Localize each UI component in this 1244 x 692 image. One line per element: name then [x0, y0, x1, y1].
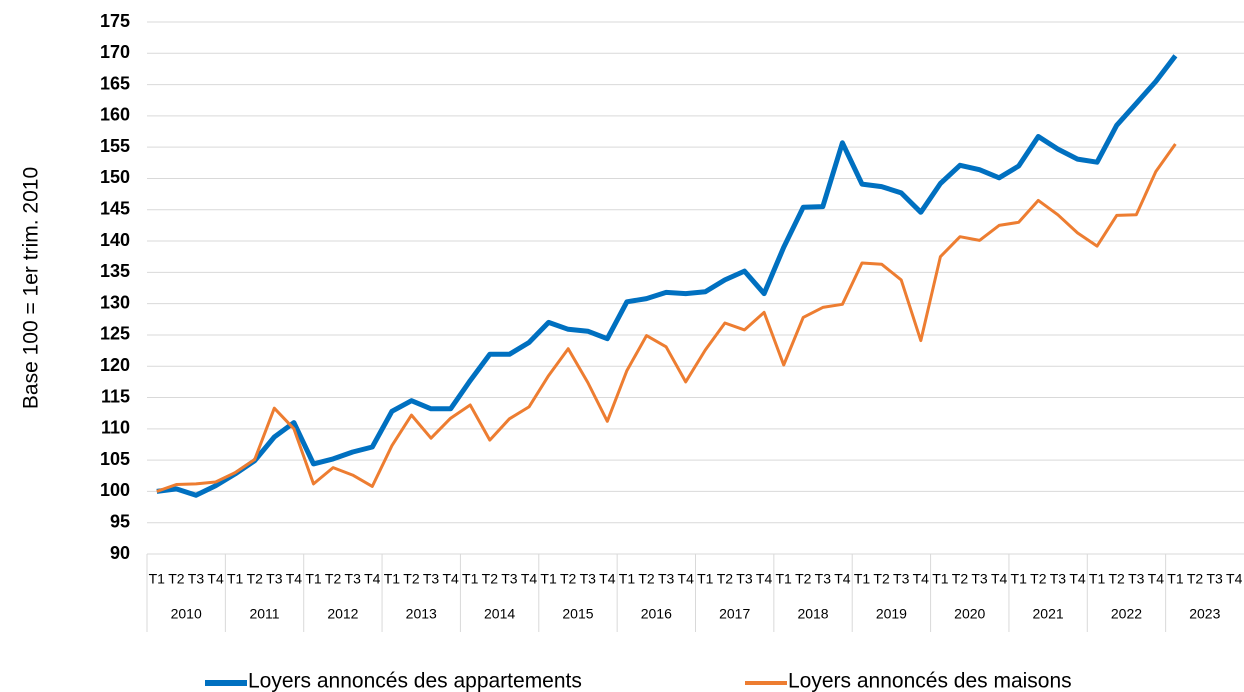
x-tick-label: T4: [678, 571, 695, 587]
x-tick-label: T4: [599, 571, 616, 587]
x-tick-label: T2: [795, 571, 812, 587]
series-line: [156, 54, 1178, 498]
x-tick-label: T4: [1148, 571, 1165, 587]
y-tick-label: 160: [100, 105, 130, 125]
x-tick-label: T2: [638, 571, 655, 587]
x-tick-label: T2: [168, 571, 185, 587]
y-tick-label: 130: [100, 292, 130, 312]
x-tick-label: T2: [403, 571, 420, 587]
x-tick-label: T3: [815, 571, 832, 587]
x-tick-label: T4: [364, 571, 381, 587]
y-tick-label: 125: [100, 324, 130, 344]
year-label: 2023: [1189, 606, 1220, 622]
x-tick-label: T4: [286, 571, 303, 587]
x-tick-label: T4: [834, 571, 851, 587]
x-tick-label: T3: [266, 571, 283, 587]
x-tick-label: T3: [971, 571, 988, 587]
year-label: 2017: [719, 606, 750, 622]
x-tick-label: T3: [736, 571, 753, 587]
x-tick-label: T2: [1108, 571, 1125, 587]
x-tick-label: T3: [1050, 571, 1067, 587]
year-label: 2016: [641, 606, 672, 622]
x-tick-label: T2: [1187, 571, 1204, 587]
x-tick-label: T2: [952, 571, 969, 587]
x-tick-label: T4: [756, 571, 773, 587]
y-tick-label: 165: [100, 73, 130, 93]
x-tick-label: T1: [619, 571, 636, 587]
x-tick-label: T1: [384, 571, 401, 587]
y-tick-label: 95: [110, 511, 130, 531]
x-tick-label: T1: [932, 571, 949, 587]
x-tick-label: T2: [717, 571, 734, 587]
y-tick-label: 115: [101, 386, 130, 406]
x-tick-label: T1: [1089, 571, 1106, 587]
x-tick-label: T4: [521, 571, 538, 587]
y-tick-label: 170: [100, 42, 130, 62]
y-axis-label: Base 100 = 1er trim. 2010: [20, 167, 43, 409]
year-label: 2021: [1033, 606, 1064, 622]
y-tick-label: 150: [100, 167, 130, 187]
x-tick-label: T1: [227, 571, 244, 587]
x-tick-label: T4: [913, 571, 930, 587]
year-label: 2018: [797, 606, 828, 622]
x-tick-label: T1: [1011, 571, 1028, 587]
year-label: 2013: [406, 606, 437, 622]
y-tick-label: 155: [100, 136, 130, 156]
year-label: 2019: [876, 606, 907, 622]
x-tick-label: T1: [149, 571, 166, 587]
x-tick-label: T2: [247, 571, 264, 587]
y-tick-label: 120: [100, 355, 130, 375]
x-tick-label: T3: [423, 571, 440, 587]
x-tick-label: T1: [854, 571, 871, 587]
year-label: 2011: [249, 606, 279, 622]
x-tick-label: T4: [1069, 571, 1086, 587]
y-tick-label: 145: [100, 199, 130, 219]
year-label: 2015: [562, 606, 593, 622]
x-tick-label: T4: [442, 571, 459, 587]
year-label: 2014: [484, 606, 515, 622]
x-tick-label: T4: [207, 571, 224, 587]
y-tick-label: 140: [100, 230, 130, 250]
x-tick-label: T3: [580, 571, 597, 587]
y-tick-label: 135: [100, 261, 130, 281]
series-line: [156, 143, 1177, 493]
x-tick-label: T3: [345, 571, 362, 587]
y-tick-label: 175: [100, 11, 130, 31]
x-tick-label: T1: [462, 571, 479, 587]
x-tick-label: T3: [501, 571, 518, 587]
x-tick-label: T1: [775, 571, 792, 587]
year-label: 2022: [1111, 606, 1142, 622]
x-tick-label: T3: [658, 571, 675, 587]
x-tick-label: T3: [1206, 571, 1223, 587]
y-tick-label: 90: [110, 543, 130, 563]
x-tick-label: T1: [305, 571, 322, 587]
x-tick-label: T4: [1226, 571, 1243, 587]
year-label: 2012: [327, 606, 358, 622]
x-tick-label: T3: [188, 571, 205, 587]
legend-label: Loyers annoncés des appartements: [248, 670, 582, 692]
x-tick-label: T2: [482, 571, 499, 587]
x-tick-label: T1: [540, 571, 557, 587]
y-tick-label: 105: [100, 449, 130, 469]
x-tick-label: T2: [1030, 571, 1047, 587]
y-tick-label: 110: [101, 418, 130, 438]
legend-label: Loyers annoncés des maisons: [788, 670, 1072, 692]
x-tick-label: T2: [560, 571, 577, 587]
x-tick-label: T3: [1128, 571, 1145, 587]
year-label: 2020: [954, 606, 985, 622]
x-tick-label: T4: [991, 571, 1008, 587]
x-tick-label: T2: [873, 571, 890, 587]
x-tick-label: T1: [697, 571, 714, 587]
x-tick-label: T3: [893, 571, 910, 587]
y-tick-label: 100: [100, 480, 130, 500]
x-tick-label: T2: [325, 571, 342, 587]
x-tick-label: T1: [1167, 571, 1184, 587]
year-label: 2010: [171, 606, 202, 622]
